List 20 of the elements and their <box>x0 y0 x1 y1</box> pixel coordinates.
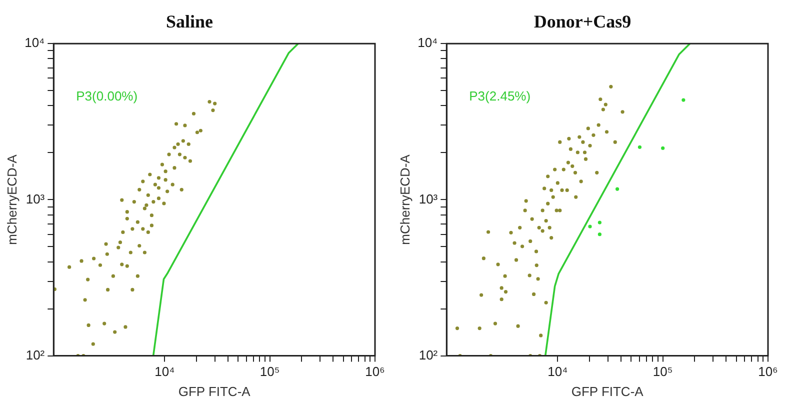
x-tick-label: 10⁶ <box>758 364 778 380</box>
x-axis-title: GFP FITC-A <box>178 384 251 399</box>
y-tick-label: 10³ <box>26 191 46 206</box>
x-tick-label: 10⁶ <box>365 364 385 380</box>
chart-title: Saline <box>166 11 214 32</box>
annotation: P3(0.00%) <box>76 88 138 104</box>
x-tick-label: 10⁴ <box>548 364 568 380</box>
y-tick-label: 10⁴ <box>24 35 45 50</box>
x-tick-label: 10⁵ <box>260 364 280 380</box>
y-axis-title: mCherryECD-A <box>397 154 412 245</box>
chart-title: Donor+Cas9 <box>534 11 632 32</box>
x-tick-label: 10⁴ <box>154 364 175 380</box>
y-tick-label: 10² <box>26 347 46 362</box>
y-tick-label: 10³ <box>418 191 438 206</box>
x-tick-label: 10⁵ <box>652 364 673 380</box>
x-axis-title: GFP FITC-A <box>571 384 644 399</box>
y-tick-label: 10⁴ <box>418 35 438 50</box>
y-axis-title: mCherryECD-A <box>4 154 20 245</box>
annotation: P3(2.45%) <box>469 88 531 104</box>
y-tick-label: 10² <box>418 347 438 362</box>
